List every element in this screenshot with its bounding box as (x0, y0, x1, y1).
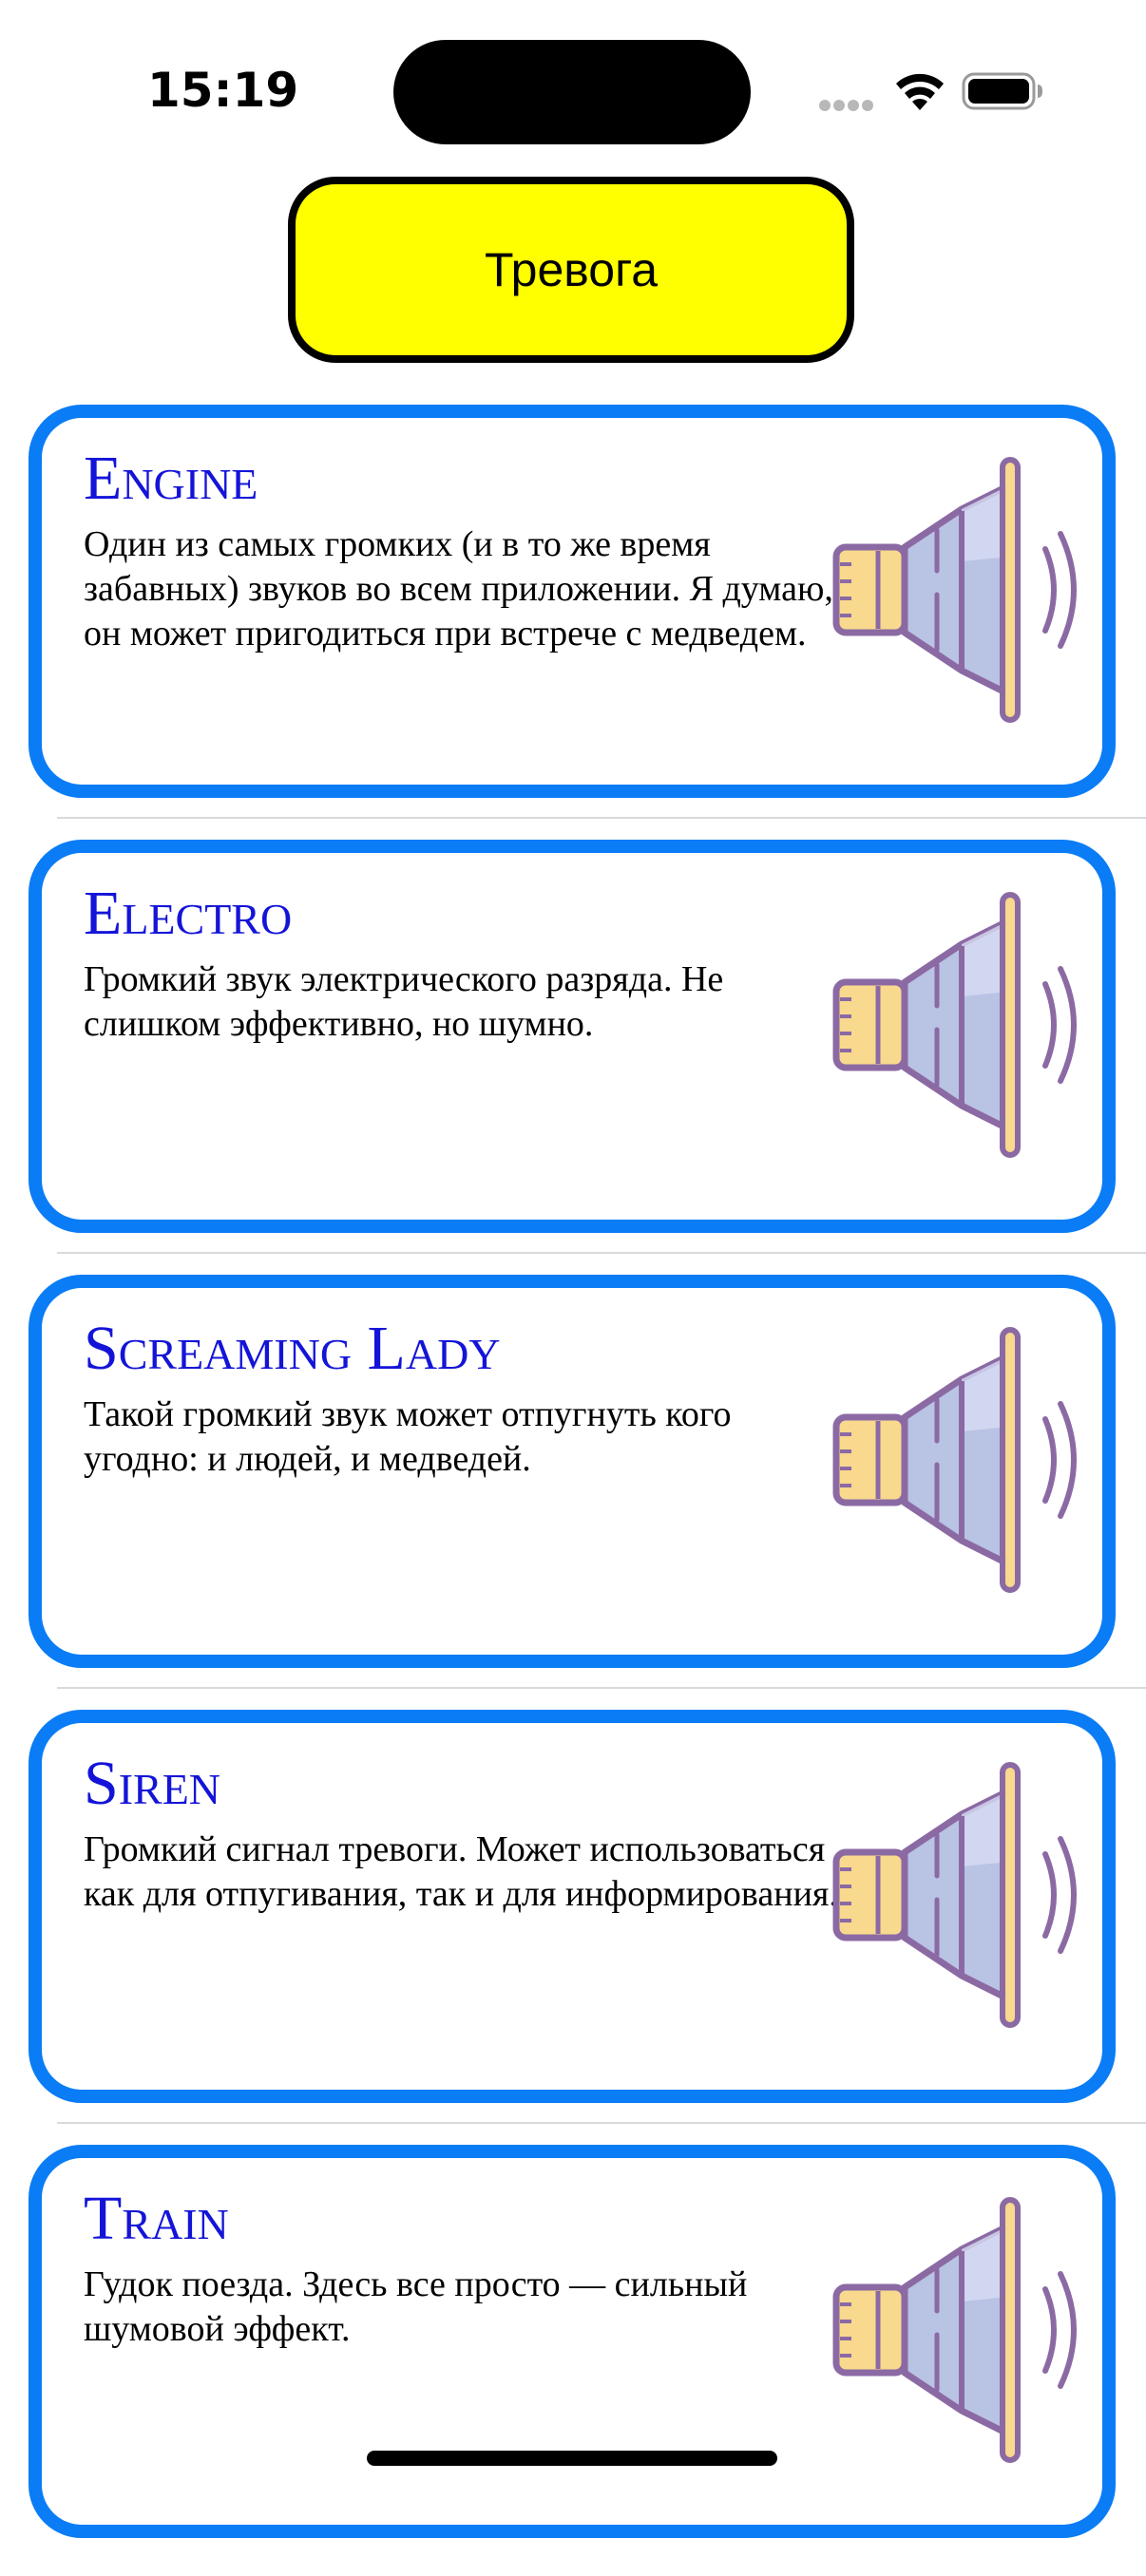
sound-title: Electro (84, 879, 293, 948)
speaker-icon (819, 2183, 1091, 2477)
sound-row-engine: Engine Один из самых громких (и в то же … (0, 401, 1146, 836)
sound-card-electro[interactable]: Electro Громкий звук электрического разр… (29, 840, 1116, 1233)
cellular-signal-icon (819, 99, 878, 112)
sound-title: Siren (84, 1749, 221, 1818)
sound-description: Такой громкий звук может отпугнуть кого … (84, 1394, 732, 1479)
sound-title: Screaming Lady (84, 1314, 501, 1383)
home-indicator[interactable] (367, 2451, 777, 2466)
sound-description: Громкий сигнал тревоги. Может использова… (84, 1829, 838, 1914)
sound-title: Engine (84, 444, 258, 513)
sound-row-siren: Siren Громкий сигнал тревоги. Может испо… (0, 1706, 1146, 2141)
speaker-icon (819, 1313, 1091, 1607)
dynamic-island (393, 40, 751, 144)
sound-description: Гудок поезда. Здесь все просто — сильный… (84, 2264, 748, 2349)
status-bar: 15:19 (0, 0, 1146, 180)
wifi-icon (896, 73, 944, 110)
list-separator (57, 817, 1146, 819)
sound-row-screaming-lady: Screaming Lady Такой громкий звук может … (0, 1271, 1146, 1706)
list-separator (57, 2122, 1146, 2124)
sound-list: Engine Один из самых громких (и в то же … (0, 401, 1146, 2576)
sound-row-train: Train Гудок поезда. Здесь все просто — с… (0, 2141, 1146, 2576)
speaker-icon (819, 443, 1091, 737)
sound-description: Громкий звук электрического разряда. Не … (84, 959, 724, 1044)
sound-description: Один из самых громких (и в то же время з… (84, 524, 833, 653)
speaker-icon (819, 878, 1091, 1172)
sound-card-train[interactable]: Train Гудок поезда. Здесь все просто — с… (29, 2145, 1116, 2538)
speaker-icon (819, 1748, 1091, 2042)
battery-icon (962, 72, 1042, 110)
list-separator (57, 1252, 1146, 1254)
sound-title: Train (84, 2184, 229, 2253)
sound-card-siren[interactable]: Siren Громкий сигнал тревоги. Может испо… (29, 1710, 1116, 2103)
sound-row-electro: Electro Громкий звук электрического разр… (0, 836, 1146, 1271)
status-time: 15:19 (147, 63, 299, 118)
alarm-button[interactable]: Тревога (288, 177, 854, 363)
sound-card-screaming-lady[interactable]: Screaming Lady Такой громкий звук может … (29, 1275, 1116, 1668)
list-separator (57, 1687, 1146, 1689)
sound-card-engine[interactable]: Engine Один из самых громких (и в то же … (29, 405, 1116, 798)
